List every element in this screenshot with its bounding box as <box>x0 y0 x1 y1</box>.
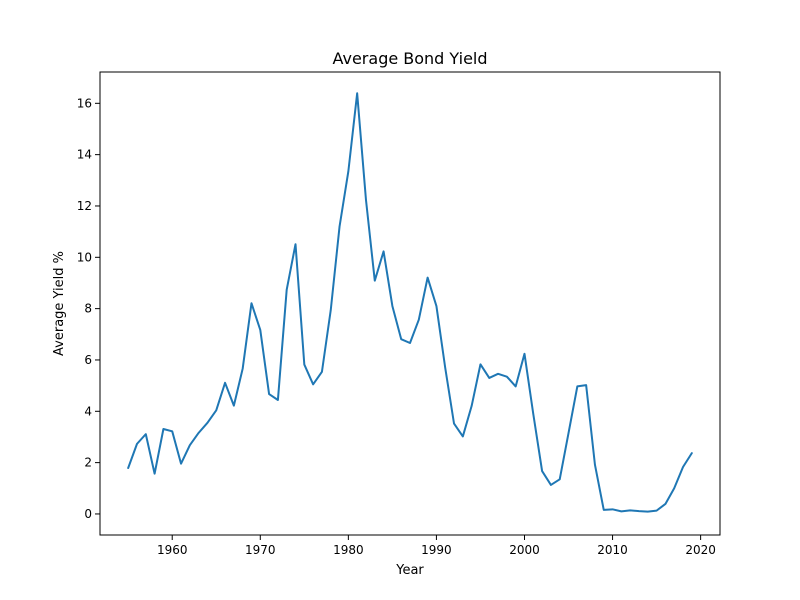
y-tick-label: 8 <box>84 302 92 316</box>
y-tick-label: 6 <box>84 353 92 367</box>
y-tick-label: 14 <box>77 148 92 162</box>
y-axis-label: Average Yield % <box>52 251 67 356</box>
plot-frame <box>99 71 721 536</box>
x-tick-label: 1980 <box>333 543 364 557</box>
y-tick-label: 16 <box>77 96 92 110</box>
x-tick-label: 2020 <box>685 543 716 557</box>
x-axis: 1960 1970 1980 1990 2000 2010 2020 <box>157 535 716 557</box>
x-tick-label: 2010 <box>597 543 628 557</box>
y-tick-label: 12 <box>77 199 92 213</box>
y-tick-label: 2 <box>84 456 92 470</box>
x-tick-label: 1970 <box>245 543 276 557</box>
x-tick-label: 1960 <box>157 543 188 557</box>
y-tick-label: 10 <box>77 250 92 264</box>
x-axis-label: Year <box>395 563 424 578</box>
y-tick-label: 4 <box>84 404 92 418</box>
x-tick-label: 2000 <box>509 543 540 557</box>
yield-series-line <box>127 92 693 513</box>
y-axis: 0 2 4 6 8 10 12 14 16 <box>77 96 100 521</box>
y-tick-label: 0 <box>84 507 92 521</box>
chart-title: Average Bond Yield <box>332 49 487 68</box>
x-tick-label: 1990 <box>421 543 452 557</box>
